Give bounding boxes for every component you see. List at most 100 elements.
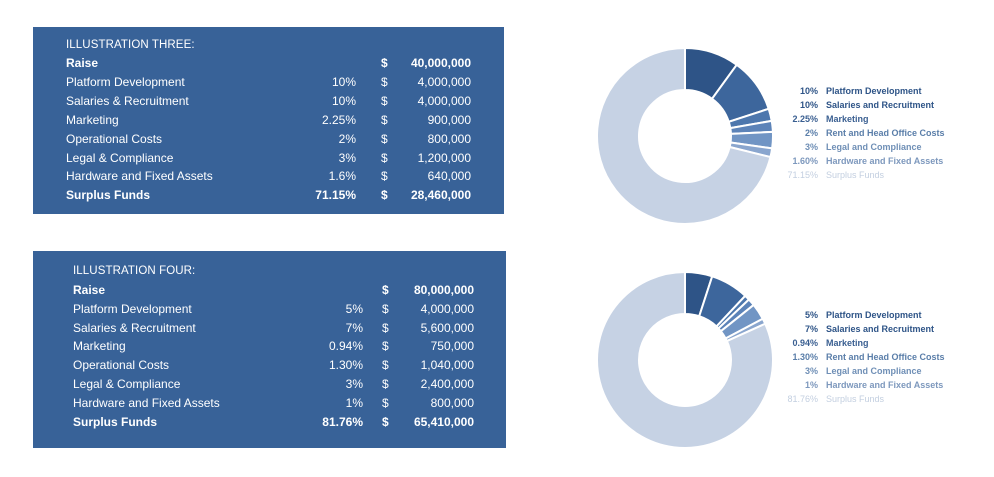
surplus-percent: 71.15%: [315, 188, 356, 202]
row-amount: 4,000,000: [417, 75, 471, 89]
table-row: Legal & Compliance 3% $ 1,200,000: [33, 151, 504, 170]
surplus-row: Surplus Funds 81.76% $ 65,410,000: [33, 415, 506, 434]
table-row: Marketing 2.25% $ 900,000: [33, 113, 504, 132]
table-row: Salaries & Recruitment 10% $ 4,000,000: [33, 94, 504, 113]
row-percent: 10%: [331, 94, 356, 108]
surplus-currency: $: [381, 188, 388, 202]
row-percent: 5%: [345, 302, 363, 316]
legend-percent: 1%: [804, 380, 818, 390]
legend-percent: 2%: [804, 128, 818, 138]
donut-slice-surplus-funds: [596, 47, 772, 225]
row-currency: $: [382, 321, 389, 335]
row-percent: 1.30%: [328, 358, 363, 372]
table-row: Operational Costs 2% $ 800,000: [33, 132, 504, 151]
table-row: Hardware and Fixed Assets 1% $ 800,000: [33, 396, 506, 415]
legend-label: Hardware and Fixed Assets: [826, 156, 944, 166]
legend-label: Marketing: [826, 338, 869, 348]
table-row: Operational Costs 1.30% $ 1,040,000: [33, 358, 506, 377]
donut-chart-three: [596, 47, 774, 225]
surplus-row: Surplus Funds 71.15% $ 28,460,000: [33, 188, 504, 207]
legend-percent: 81.76%: [787, 394, 818, 404]
legend-label: Rent and Head Office Costs: [826, 128, 945, 138]
legend-label: Marketing: [826, 114, 869, 124]
table-row: Marketing 0.94% $ 750,000: [33, 339, 506, 358]
row-percent: 3%: [345, 377, 363, 391]
legend-label: Legal and Compliance: [826, 366, 922, 376]
raise-currency: $: [382, 283, 389, 297]
surplus-amount: 65,410,000: [413, 415, 474, 429]
row-currency: $: [381, 94, 388, 108]
raise-amount: 80,000,000: [413, 283, 474, 297]
legend-label: Salaries and Recruitment: [826, 100, 935, 110]
legend-percent: 5%: [804, 310, 818, 320]
table-row: Legal & Compliance 3% $ 2,400,000: [33, 377, 506, 396]
surplus-label: Surplus Funds: [73, 415, 157, 429]
row-amount: 5,600,000: [420, 321, 474, 335]
legend-percent: 2.25%: [792, 114, 818, 124]
row-currency: $: [382, 358, 389, 372]
row-currency: $: [381, 132, 388, 146]
illustration-four-panel: ILLUSTRATION FOUR: Raise $ 80,000,000 Pl…: [33, 251, 506, 448]
row-amount: 4,000,000: [420, 302, 474, 316]
row-currency: $: [381, 113, 388, 127]
row-percent: 1.6%: [328, 169, 356, 183]
legend-percent: 10%: [799, 100, 818, 110]
row-percent: 3%: [338, 151, 356, 165]
legend-percent: 3%: [804, 366, 818, 376]
raise-label: Raise: [66, 56, 99, 70]
legend-label: Platform Development: [826, 310, 922, 320]
row-label: Platform Development: [66, 75, 185, 89]
donut-chart-four: [596, 271, 774, 449]
donut-slice-surplus-funds: [596, 271, 774, 449]
row-amount: 4,000,000: [417, 94, 471, 108]
legend-label: Surplus Funds: [826, 170, 885, 180]
row-label: Legal & Compliance: [73, 377, 181, 391]
legend-percent: 10%: [799, 86, 818, 96]
row-percent: 10%: [331, 75, 356, 89]
row-label: Operational Costs: [66, 132, 163, 146]
table-row: Platform Development 10% $ 4,000,000: [33, 75, 504, 94]
surplus-currency: $: [382, 415, 389, 429]
row-currency: $: [381, 75, 388, 89]
row-percent: 0.94%: [328, 339, 363, 353]
row-percent: 7%: [345, 321, 363, 335]
row-amount: 2,400,000: [420, 377, 474, 391]
legend-percent: 0.94%: [792, 338, 818, 348]
row-percent: 2.25%: [321, 113, 356, 127]
surplus-percent: 81.76%: [322, 415, 363, 429]
row-amount: 640,000: [427, 169, 471, 183]
row-amount: 750,000: [430, 339, 474, 353]
row-label: Platform Development: [73, 302, 192, 316]
table-row: Platform Development 5% $ 4,000,000: [33, 302, 506, 321]
legend-label: Platform Development: [826, 86, 922, 96]
row-amount: 1,040,000: [420, 358, 474, 372]
raise-amount: 40,000,000: [410, 56, 471, 70]
row-currency: $: [381, 169, 388, 183]
table-row: Hardware and Fixed Assets 1.6% $ 640,000: [33, 169, 504, 188]
row-label: Hardware and Fixed Assets: [73, 396, 220, 410]
row-percent: 1%: [345, 396, 363, 410]
row-amount: 800,000: [430, 396, 474, 410]
raise-currency: $: [381, 56, 388, 70]
row-label: Salaries & Recruitment: [66, 94, 189, 108]
row-amount: 800,000: [427, 132, 471, 146]
row-currency: $: [382, 377, 389, 391]
row-label: Hardware and Fixed Assets: [66, 169, 213, 183]
legend-label: Surplus Funds: [826, 394, 885, 404]
surplus-amount: 28,460,000: [410, 188, 471, 202]
legend-percent: 1.60%: [792, 156, 818, 166]
legend-label: Salaries and Recruitment: [826, 324, 935, 334]
legend-percent: 7%: [804, 324, 818, 334]
row-label: Legal & Compliance: [66, 151, 174, 165]
row-currency: $: [381, 151, 388, 165]
row-percent: 2%: [338, 132, 356, 146]
legend-percent: 71.15%: [787, 170, 818, 180]
row-currency: $: [382, 302, 389, 316]
row-amount: 1,200,000: [417, 151, 471, 165]
legend-label: Legal and Compliance: [826, 142, 922, 152]
raise-label: Raise: [73, 283, 106, 297]
illustration-three-panel: ILLUSTRATION THREE: Raise $ 40,000,000 P…: [33, 27, 504, 214]
table-row: Salaries & Recruitment 7% $ 5,600,000: [33, 321, 506, 340]
row-label: Salaries & Recruitment: [73, 321, 196, 335]
panel-title: ILLUSTRATION THREE:: [66, 39, 195, 51]
